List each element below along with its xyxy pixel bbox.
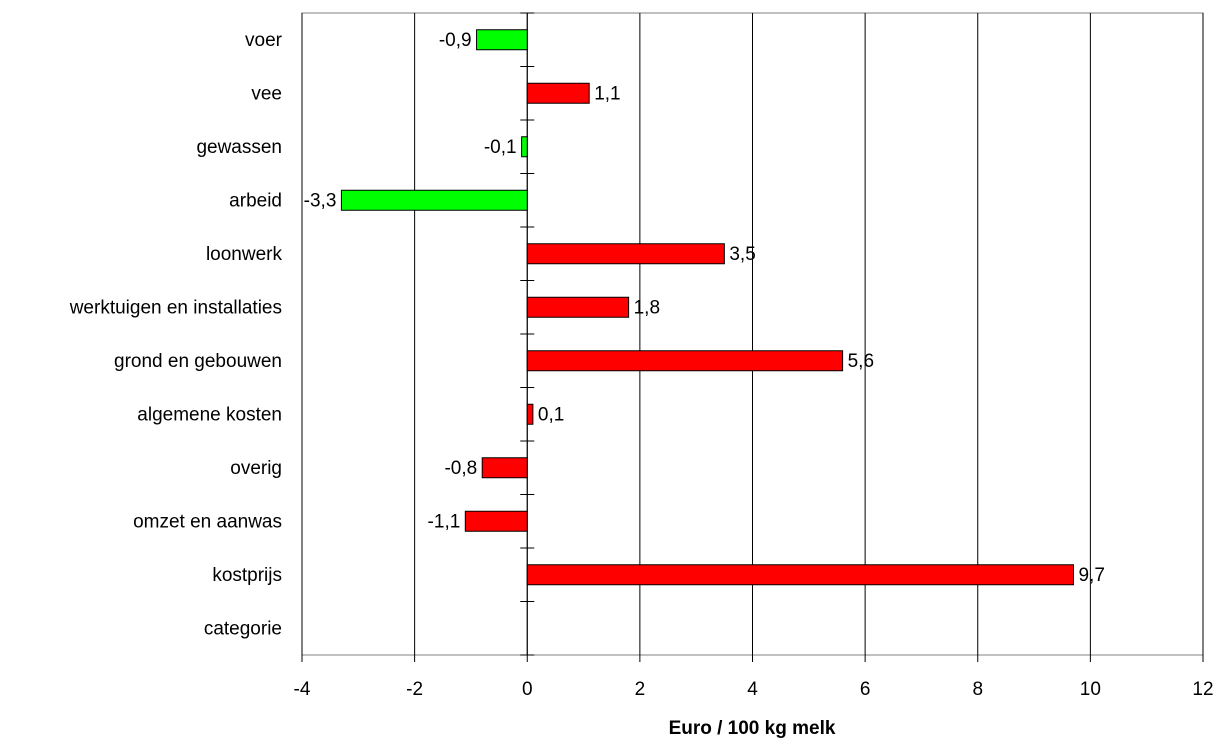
x-axis-title: Euro / 100 kg melk — [669, 718, 836, 739]
x-tick-label: -2 — [406, 679, 423, 700]
value-label: 1,1 — [594, 83, 620, 104]
y-tick-label: werktuigen en installaties — [69, 297, 282, 318]
value-label: 5,6 — [848, 351, 874, 372]
y-tick-label: grond en gebouwen — [114, 351, 282, 372]
x-tick-label: 10 — [1080, 679, 1101, 700]
bar — [526, 350, 844, 372]
value-label: 3,5 — [729, 244, 755, 265]
bar — [464, 510, 528, 532]
y-tick-label: arbeid — [229, 190, 282, 211]
y-tick-label: kostprijs — [212, 565, 282, 586]
y-tick-label: algemene kosten — [137, 404, 282, 425]
y-tick-label: voer — [245, 30, 283, 51]
y-tick-label: loonwerk — [206, 244, 283, 265]
bar — [476, 29, 528, 51]
bar — [481, 457, 528, 479]
bar — [340, 189, 528, 211]
y-tick-label: overig — [230, 458, 282, 479]
value-label: -0,8 — [444, 458, 477, 479]
x-tick-label: 12 — [1192, 679, 1213, 700]
bar — [521, 136, 528, 158]
y-tick-label: omzet en aanwas — [133, 511, 282, 532]
x-tick-label: -4 — [294, 679, 311, 700]
x-tick-label: 4 — [747, 679, 758, 700]
value-label: 0,1 — [538, 404, 564, 425]
y-tick-label: vee — [251, 83, 282, 104]
bar — [526, 243, 725, 265]
bar — [526, 403, 534, 425]
y-tick-label: categorie — [204, 618, 282, 639]
y-tick-label: gewassen — [196, 137, 282, 158]
value-label: -0,1 — [484, 137, 517, 158]
x-tick-label: 0 — [522, 679, 533, 700]
x-tick-label: 6 — [860, 679, 871, 700]
bar — [526, 296, 630, 318]
value-label: -0,9 — [439, 30, 472, 51]
value-label: 9,7 — [1078, 565, 1104, 586]
x-tick-label: 2 — [635, 679, 646, 700]
value-label: -1,1 — [428, 511, 461, 532]
bar — [526, 564, 1074, 586]
value-label: -3,3 — [304, 190, 337, 211]
bar — [526, 82, 590, 104]
x-tick-label: 8 — [972, 679, 983, 700]
value-label: 1,8 — [634, 297, 660, 318]
